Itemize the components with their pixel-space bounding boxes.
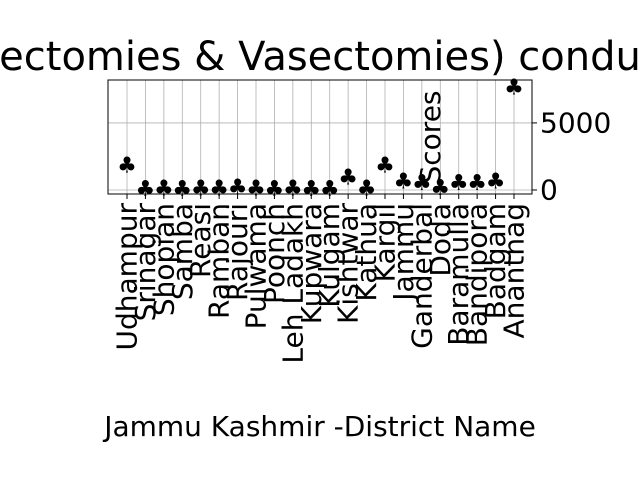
data-point-marker: ♣ [301, 177, 321, 202]
data-point-marker: ♣ [172, 177, 192, 202]
data-point-marker: ♣ [412, 171, 432, 196]
x-axis: UdhampurSrinagarShopianSambaReasiRambanR… [111, 194, 531, 364]
x-tick-label: Pulwama [240, 203, 273, 329]
x-tick-label: Poonch [258, 203, 291, 304]
data-point-marker: ♣ [338, 165, 358, 190]
x-tick-label: Shopian [147, 203, 180, 316]
data-points: ♣♣♣♣♣♣♣♣♣♣♣♣♣♣♣♣♣♣♣♣♣♣ [117, 76, 524, 203]
x-tick-label: Samba [166, 203, 199, 300]
y-tick-label: 0 [540, 173, 558, 206]
x-tick-label: Udhampur [111, 203, 144, 351]
data-point-marker: ♣ [154, 177, 174, 202]
data-point-marker: ♣ [117, 153, 137, 178]
data-point-marker: ♣ [430, 176, 450, 201]
x-tick-label: Doda [424, 203, 457, 277]
grid-lines [108, 80, 532, 194]
x-tick-label: Kathua [350, 203, 383, 302]
x-tick-label: Jammu [387, 203, 420, 303]
x-tick-label: Reasi [184, 203, 217, 278]
data-point-marker: ♣ [209, 176, 229, 201]
data-point-marker: ♣ [449, 171, 469, 196]
data-point-marker: ♣ [191, 177, 211, 202]
chart-title: ectomies & Vasectomies) condu [0, 34, 640, 80]
data-point-marker: ♣ [228, 176, 248, 201]
data-point-marker: ♣ [486, 169, 506, 194]
data-point-marker: ♣ [467, 171, 487, 196]
x-tick-label: Leh Ladakh [276, 203, 309, 364]
x-tick-label: Ganderbal [405, 203, 438, 349]
y-tick-label: 5000 [540, 106, 611, 139]
data-point-marker: ♣ [375, 153, 395, 178]
x-tick-label: Srinagar [129, 203, 162, 322]
x-tick-label: Badgam [479, 203, 512, 319]
y-axis: 0 5000 [532, 106, 611, 206]
data-point-marker: ♣ [504, 76, 524, 101]
x-tick-label: Bandipora [461, 203, 494, 346]
x-tick-label: Rajouri [221, 203, 254, 301]
x-axis-label: Jammu Kashmir -District Name [102, 410, 536, 443]
data-point-marker: ♣ [246, 177, 266, 202]
data-point-marker: ♣ [357, 177, 377, 202]
x-tick-label: Kargil [369, 203, 402, 282]
x-tick-label: Kulgam [313, 203, 346, 308]
x-tick-label: Ramban [203, 203, 236, 319]
data-point-marker: ♣ [136, 177, 156, 202]
x-tick-label: Kishtwar [332, 203, 365, 325]
x-tick-label: Baramulla [442, 203, 475, 346]
data-point-marker: ♣ [394, 169, 414, 194]
x-tick-label: Anantnag [498, 203, 531, 338]
data-point-marker: ♣ [320, 177, 340, 202]
data-point-marker: ♣ [265, 177, 285, 202]
plot-area-frame [107, 79, 533, 195]
y-axis-label: Scores [414, 90, 447, 183]
data-point-marker: ♣ [283, 176, 303, 201]
x-tick-label: Kupwara [295, 203, 328, 324]
